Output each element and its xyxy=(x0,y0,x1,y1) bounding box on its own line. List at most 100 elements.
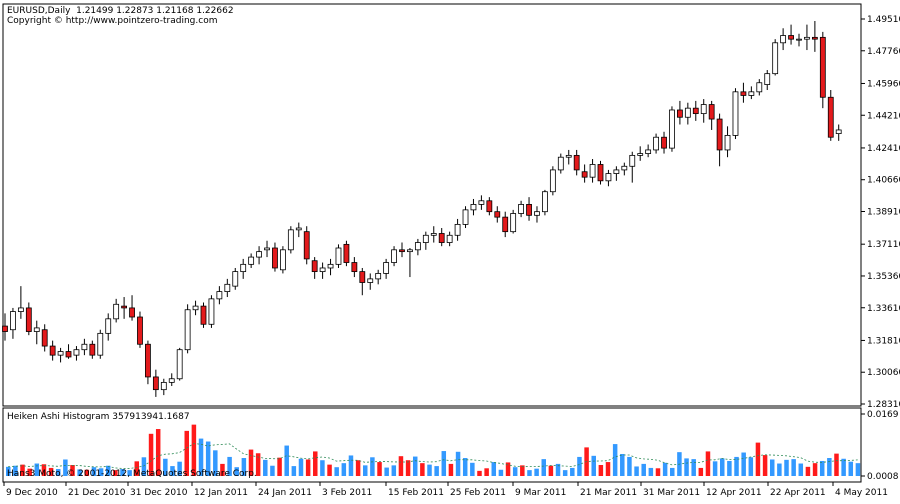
candle-bull xyxy=(764,73,771,85)
candle-bull xyxy=(700,104,707,115)
main-chart-frame xyxy=(2,3,862,407)
histogram-bar-bull xyxy=(591,455,596,476)
histogram-bar-bull xyxy=(670,467,675,476)
indicator-frame xyxy=(2,407,862,483)
histogram-bar-bear xyxy=(812,463,818,476)
histogram-bar-bull xyxy=(198,438,204,476)
candle-bull xyxy=(510,213,517,233)
candle-bear xyxy=(399,249,405,253)
histogram-bar-bull xyxy=(55,469,61,476)
histogram-bar-bull xyxy=(170,466,175,476)
histogram-bar-bull xyxy=(363,465,368,476)
y-tick-label: 1.47760 xyxy=(867,47,900,57)
x-tick-label: 24 Jan 2011 xyxy=(258,488,312,498)
histogram-bar-bull xyxy=(641,463,646,476)
y-tick-label: 1.38910 xyxy=(867,208,900,218)
candle-bull xyxy=(565,154,572,158)
candle-bull xyxy=(287,229,294,251)
x-axis: 9 Dec 2010 21 Dec 2010 31 Dec 2010 12 Jan 2… xyxy=(3,482,888,498)
histogram-bar-bull xyxy=(841,458,846,476)
histogram-bar-bull xyxy=(827,458,832,476)
candle-bull xyxy=(669,109,675,149)
candle-bull xyxy=(216,291,223,300)
histogram-bar-bull xyxy=(98,468,104,476)
histogram-bar-bear xyxy=(705,451,711,476)
x-tick-label: 31 Mar 2011 xyxy=(643,488,700,498)
histogram-bar-bull xyxy=(855,463,861,476)
histogram-bar-bull xyxy=(341,463,347,476)
y-tick-label: 1.35360 xyxy=(867,272,900,282)
histogram-bar-bear xyxy=(548,465,554,476)
candle-bull xyxy=(319,267,326,273)
histogram-bar-bull xyxy=(141,457,147,476)
candle-bull xyxy=(414,242,421,251)
indicator-title: Heiken Ashi Histogram 357913941.1687 xyxy=(7,412,190,422)
histogram-bar-bull xyxy=(234,467,239,476)
copyright-text: Copyright © http://www.pointzero-trading… xyxy=(7,16,218,26)
candles-group xyxy=(2,20,842,397)
candle-bear xyxy=(597,164,604,182)
histogram-bar-bull xyxy=(612,444,618,476)
candle-bear xyxy=(351,262,358,273)
histogram-bar-bull xyxy=(769,459,775,476)
histogram-bar-bull xyxy=(684,458,689,476)
candle-bull xyxy=(73,349,80,356)
indicator-y-tick-label: 0.0008 xyxy=(867,472,899,482)
x-tick-label: 15 Feb 2011 xyxy=(388,488,444,498)
histogram-bar-bull xyxy=(263,459,268,476)
histogram-bar-bear xyxy=(834,453,839,476)
histogram-bar-bull xyxy=(691,459,696,476)
x-tick-label: 9 Dec 2010 xyxy=(6,488,58,498)
histogram-bar-bull xyxy=(791,459,796,476)
y-tick-label: 1.45960 xyxy=(867,79,900,89)
candle-bear xyxy=(343,243,350,263)
candle-bull xyxy=(518,204,524,214)
candle-bear xyxy=(811,36,818,40)
candle-bull xyxy=(367,278,374,283)
main-plot-border xyxy=(2,3,862,407)
histogram-bar-bear xyxy=(313,451,318,476)
histogram-bar-bull xyxy=(384,467,389,476)
candle-bull xyxy=(17,307,24,312)
candle-bull xyxy=(192,305,199,311)
histogram-bar-bull xyxy=(777,463,782,476)
histogram-bar-bear xyxy=(84,469,90,476)
histogram-bar-bull xyxy=(284,445,289,476)
candle-bull xyxy=(605,173,612,182)
histogram-bar-bull xyxy=(213,450,218,476)
candle-bear xyxy=(486,200,493,213)
candle-bear xyxy=(89,343,96,356)
histogram-bar-bear xyxy=(805,466,811,476)
candle-bull xyxy=(748,91,755,96)
candle-bear xyxy=(152,376,159,391)
histogram-bar-bull xyxy=(784,459,789,476)
candle-bear xyxy=(129,307,135,318)
candle-bull xyxy=(462,209,469,225)
candle-bull xyxy=(327,263,334,269)
symbol-header: EURUSD,Daily 1.21499 1.22873 1.21168 1.2… xyxy=(7,6,234,16)
histogram-bar-bear xyxy=(398,456,404,476)
candle-bull xyxy=(176,349,183,380)
histogram-bar-bear xyxy=(484,468,489,476)
candle-bull xyxy=(383,262,390,274)
watermark-text: Hans3 Moto, © 2001-2012, MetaQuotes Soft… xyxy=(7,469,257,479)
histogram-bar-bull xyxy=(512,467,518,476)
histogram-bar-bear xyxy=(277,457,282,476)
x-tick-label: 12 Jan 2011 xyxy=(194,488,248,498)
histogram-bar-bull xyxy=(6,466,11,476)
candle-bull xyxy=(796,38,802,41)
histogram-bar-bull xyxy=(720,458,725,476)
x-tick-label: 9 Mar 2011 xyxy=(515,488,566,498)
candle-bear xyxy=(677,109,683,118)
x-tick-label: 21 Dec 2010 xyxy=(68,488,126,498)
histogram-bar-bear xyxy=(248,449,254,476)
histogram-bar-bear xyxy=(377,462,382,476)
candle-bear xyxy=(145,343,151,378)
histogram-bar-bull xyxy=(434,466,439,476)
histogram-bar-bear xyxy=(698,467,704,476)
candle-bear xyxy=(2,325,8,332)
indicator-plot-border xyxy=(2,407,862,483)
candle-bull xyxy=(33,327,40,332)
